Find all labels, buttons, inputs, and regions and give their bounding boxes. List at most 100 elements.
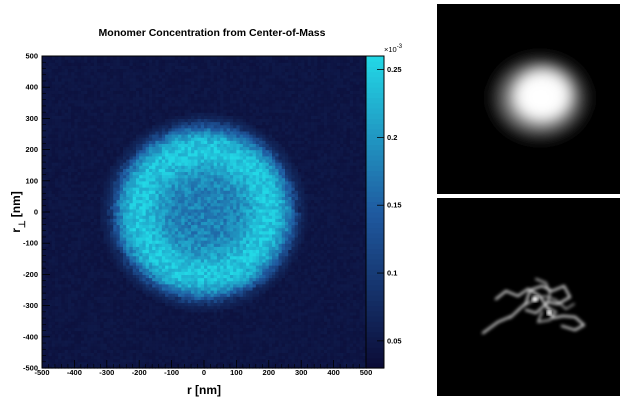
heatmap-cell bbox=[90, 112, 95, 116]
heatmap-cell bbox=[139, 77, 144, 82]
heatmap-cell bbox=[129, 90, 134, 95]
heatmap-cell bbox=[58, 199, 63, 204]
heatmap-cell bbox=[178, 174, 182, 179]
heatmap-cell bbox=[129, 77, 134, 82]
heatmap-cell bbox=[97, 227, 101, 232]
heatmap-cell bbox=[178, 121, 182, 126]
heatmap-cell bbox=[152, 343, 156, 347]
heatmap-cell bbox=[77, 155, 82, 160]
heatmap-cell bbox=[165, 137, 169, 141]
heatmap-cell bbox=[97, 152, 101, 157]
heatmap-cell bbox=[84, 105, 88, 110]
heatmap-cell bbox=[54, 268, 59, 272]
heatmap-cell bbox=[165, 177, 169, 182]
heatmap-cell bbox=[194, 333, 199, 338]
heatmap-cell bbox=[129, 280, 134, 285]
heatmap-cell bbox=[97, 355, 101, 360]
heatmap-cell bbox=[139, 212, 144, 216]
heatmap-cell bbox=[100, 56, 105, 60]
heatmap-cell bbox=[187, 74, 192, 79]
heatmap-cell bbox=[103, 302, 108, 307]
heatmap-cell bbox=[84, 112, 88, 116]
heatmap-cell bbox=[129, 134, 134, 138]
heatmap-cell bbox=[80, 240, 85, 244]
heatmap-cell bbox=[139, 314, 144, 319]
heatmap-cell bbox=[87, 218, 92, 222]
heatmap-cell bbox=[61, 177, 66, 182]
heatmap-cell bbox=[64, 162, 69, 166]
heatmap-cell bbox=[48, 364, 53, 369]
heatmap-cell bbox=[171, 327, 176, 332]
heatmap-cell bbox=[135, 299, 140, 304]
heatmap-cell bbox=[80, 202, 85, 207]
heatmap-cell bbox=[64, 199, 69, 204]
heatmap-cell bbox=[106, 121, 111, 126]
heatmap-cell bbox=[191, 68, 195, 73]
heatmap-cell bbox=[84, 187, 88, 191]
heatmap-cell bbox=[77, 227, 82, 232]
heatmap-cell bbox=[181, 121, 186, 126]
heatmap-cell bbox=[155, 311, 160, 316]
heatmap-cell bbox=[93, 80, 98, 85]
heatmap-cell bbox=[71, 364, 75, 369]
heatmap-cell bbox=[184, 62, 189, 66]
heatmap-cell bbox=[74, 65, 79, 70]
heatmap-cell bbox=[110, 336, 114, 341]
heatmap-cell bbox=[100, 349, 105, 353]
heatmap-cell bbox=[142, 137, 147, 141]
heatmap-cell bbox=[58, 196, 63, 201]
heatmap-cell bbox=[87, 155, 92, 160]
heatmap-cell bbox=[80, 109, 85, 113]
heatmap-cell bbox=[67, 364, 72, 369]
heatmap-cell bbox=[61, 215, 66, 219]
heatmap-cell bbox=[168, 255, 173, 260]
heatmap-cell bbox=[100, 168, 105, 173]
heatmap-cell bbox=[139, 261, 144, 266]
heatmap-cell bbox=[97, 56, 101, 60]
heatmap-cell bbox=[110, 199, 114, 204]
heatmap-cell bbox=[116, 352, 121, 357]
heatmap-cell bbox=[184, 205, 189, 210]
heatmap-cell bbox=[97, 183, 101, 188]
heatmap-cell bbox=[197, 109, 202, 113]
heatmap-cell bbox=[145, 56, 150, 60]
heatmap-cell bbox=[191, 174, 195, 179]
heatmap-cell bbox=[100, 90, 105, 95]
heatmap-cell bbox=[64, 62, 69, 66]
heatmap-cell bbox=[161, 311, 166, 316]
heatmap-cell bbox=[174, 118, 179, 123]
heatmap-chart: Monomer Concentration from Center-of-Mas… bbox=[9, 27, 403, 397]
heatmap-cell bbox=[67, 80, 72, 85]
heatmap-cell bbox=[64, 208, 69, 213]
heatmap-cell bbox=[45, 155, 50, 160]
heatmap-cell bbox=[58, 152, 63, 157]
heatmap-cell bbox=[84, 330, 88, 335]
heatmap-cell bbox=[93, 215, 98, 219]
heatmap-cell bbox=[197, 130, 202, 135]
heatmap-cell bbox=[194, 208, 199, 213]
heatmap-cell bbox=[58, 208, 63, 213]
heatmap-cell bbox=[184, 71, 189, 76]
heatmap-cell bbox=[181, 71, 186, 76]
heatmap-cell bbox=[139, 149, 144, 154]
heatmap-cell bbox=[116, 87, 121, 91]
heatmap-cell bbox=[67, 230, 72, 235]
heatmap-cell bbox=[165, 171, 169, 176]
heatmap-cell bbox=[126, 346, 131, 350]
heatmap-cell bbox=[90, 212, 95, 216]
heatmap-cell bbox=[54, 56, 59, 60]
heatmap-cell bbox=[100, 112, 105, 116]
heatmap-cell bbox=[77, 249, 82, 254]
heatmap-cell bbox=[97, 246, 101, 251]
heatmap-cell bbox=[200, 280, 205, 285]
heatmap-cell bbox=[158, 277, 163, 282]
heatmap-cell bbox=[126, 265, 131, 269]
heatmap-cell bbox=[74, 324, 79, 329]
heatmap-cell bbox=[178, 336, 182, 341]
heatmap-cell bbox=[148, 199, 153, 204]
heatmap-cell bbox=[184, 221, 189, 226]
heatmap-cell bbox=[80, 252, 85, 257]
heatmap-cell bbox=[106, 314, 111, 319]
heatmap-cell bbox=[71, 240, 75, 244]
heatmap-cell bbox=[200, 127, 205, 132]
